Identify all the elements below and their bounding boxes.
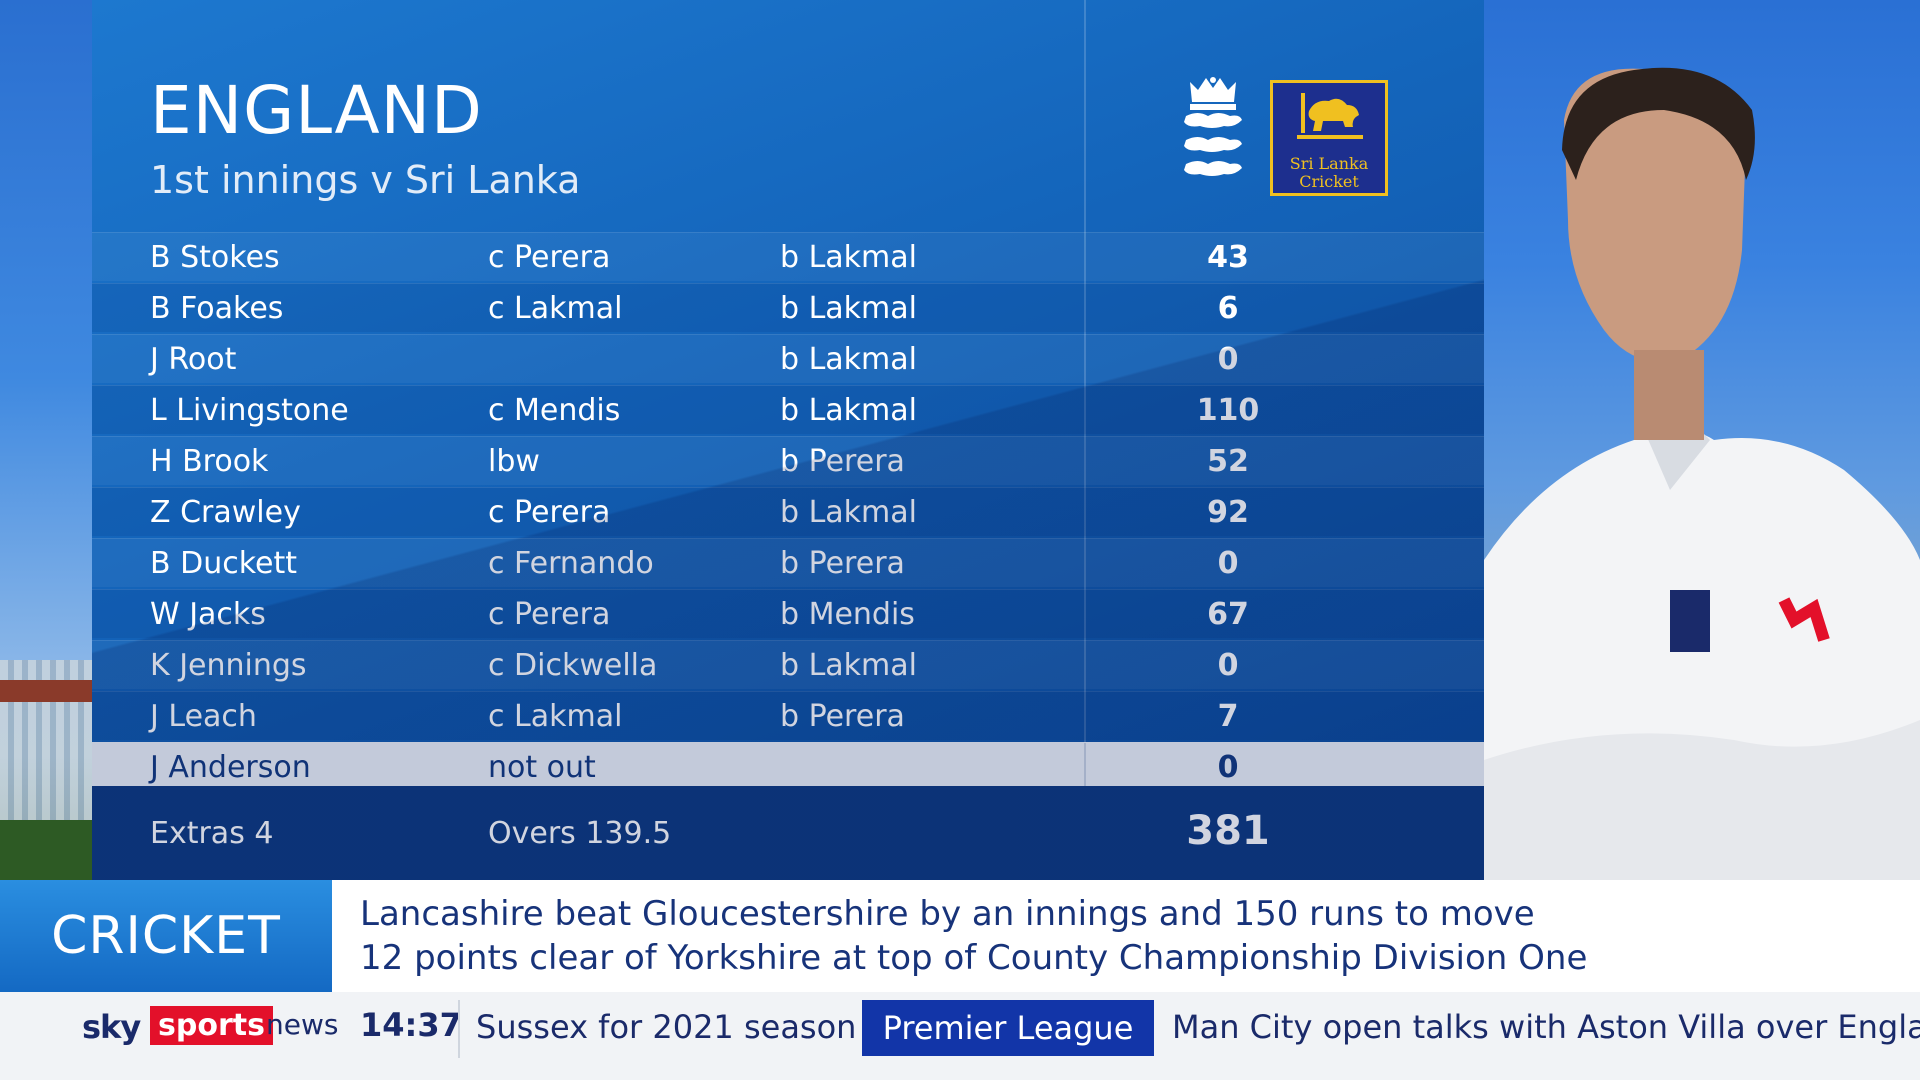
batter-name: Z Crawley [150, 495, 301, 530]
bowler: b Lakmal [780, 342, 917, 377]
dismissal: c Perera [488, 597, 611, 632]
batter-row: H Brook lbw b Perera 52 [92, 436, 1484, 485]
batter-row: Z Crawley c Perera b Lakmal 92 [92, 487, 1484, 536]
batter-name: J Root [150, 342, 237, 377]
bowler: b Perera [780, 699, 905, 734]
runs: 7 [1217, 699, 1239, 734]
ticker-item: Man City open talks with Aston Villa ove… [1172, 1008, 1920, 1046]
dismissal: c Lakmal [488, 699, 623, 734]
batter-row: J Anderson not out 0 [92, 742, 1484, 791]
batter-name: L Livingstone [150, 393, 349, 428]
dismissal: c Perera [488, 240, 611, 275]
runs: 0 [1217, 342, 1239, 377]
batter-row: J Root b Lakmal 0 [92, 334, 1484, 383]
logo-sports: sports [150, 1006, 273, 1045]
dismissal: not out [488, 750, 596, 785]
bowler: b Lakmal [780, 495, 917, 530]
dismissal: c Fernando [488, 546, 654, 581]
batter-row: L Livingstone c Mendis b Lakmal 110 [92, 385, 1484, 434]
batter-row: B Stokes c Perera b Lakmal 43 [92, 232, 1484, 281]
bowler: b Lakmal [780, 240, 917, 275]
batter-name: J Leach [150, 699, 257, 734]
dismissal: c Lakmal [488, 291, 623, 326]
batter-row: B Foakes c Lakmal b Lakmal 6 [92, 283, 1484, 332]
sri-lanka-cricket-logo: Sri Lanka Cricket [1270, 80, 1388, 196]
extras: Extras 4 [150, 816, 274, 851]
batter-name: K Jennings [150, 648, 307, 683]
bowler: b Perera [780, 444, 905, 479]
ticker-clock: 14:37 [360, 1006, 462, 1044]
runs: 92 [1207, 495, 1249, 530]
batting-rows: B Stokes c Perera b Lakmal 43 B Foakes c Lakm… [92, 232, 1484, 793]
bowler: b Lakmal [780, 393, 917, 428]
batter-row: W Jacks c Perera b Mendis 67 [92, 589, 1484, 638]
bowler: b Lakmal [780, 291, 917, 326]
batter-name: B Stokes [150, 240, 280, 275]
dismissal: c Mendis [488, 393, 621, 428]
column-divider [1084, 0, 1086, 880]
bowler: b Lakmal [780, 648, 917, 683]
sky-sports-news-logo: sky sports news [82, 1004, 352, 1056]
runs: 43 [1207, 240, 1249, 275]
runs: 110 [1196, 393, 1260, 428]
runs: 0 [1217, 750, 1239, 785]
runs: 67 [1207, 597, 1249, 632]
bowler: b Mendis [780, 597, 915, 632]
batter-row: K Jennings c Dickwella b Lakmal 0 [92, 640, 1484, 689]
ticker-bar: sky sports news 14:37 Sussex for 2021 se… [0, 992, 1920, 1080]
batter-name: H Brook [150, 444, 269, 479]
news-strip: CRICKET Lancashire beat Gloucestershire … [0, 880, 1920, 992]
dismissal: lbw [488, 444, 540, 479]
news-category-tag: CRICKET [0, 880, 332, 992]
dismissal: c Perera [488, 495, 611, 530]
sri-lanka-lion-icon [1297, 93, 1363, 139]
batter-row: J Leach c Lakmal b Perera 7 [92, 691, 1484, 740]
ticker-item: Sussex for 2021 season [476, 1008, 857, 1046]
batter-name: B Foakes [150, 291, 284, 326]
news-headline-line2: 12 points clear of Yorkshire at top of C… [360, 938, 1588, 978]
scorecard-panel: ENGLAND 1st innings v Sri Lanka Sri Lank… [92, 0, 1484, 880]
pitch-grass [0, 820, 95, 880]
logo-news: news [266, 1008, 339, 1041]
bowler: b Perera [780, 546, 905, 581]
batter-row: B Duckett c Fernando b Perera 0 [92, 538, 1484, 587]
innings-total: 381 [1186, 808, 1270, 854]
innings-subtitle: 1st innings v Sri Lanka [150, 158, 581, 202]
player-photo [1484, 0, 1920, 880]
team-title: ENGLAND [150, 72, 483, 149]
logo-sky: sky [82, 1008, 141, 1046]
runs: 0 [1217, 648, 1239, 683]
runs: 6 [1217, 291, 1239, 326]
england-crest-icon [1184, 77, 1242, 176]
batter-name: W Jacks [150, 597, 266, 632]
ticker-category-badge: Premier League [862, 1000, 1154, 1056]
dismissal: c Dickwella [488, 648, 658, 683]
runs: 52 [1207, 444, 1249, 479]
overs: Overs 139.5 [488, 816, 672, 851]
runs: 0 [1217, 546, 1239, 581]
sri-lanka-logo-text: Sri Lanka Cricket [1289, 154, 1369, 191]
batter-name: J Anderson [150, 750, 311, 785]
innings-totals-row: Extras 4 Overs 139.5 381 [92, 786, 1484, 880]
ticker-separator [458, 1000, 460, 1058]
batter-name: B Duckett [150, 546, 298, 581]
stadium-roof [0, 680, 92, 702]
news-headline-line1: Lancashire beat Gloucestershire by an in… [360, 894, 1535, 934]
